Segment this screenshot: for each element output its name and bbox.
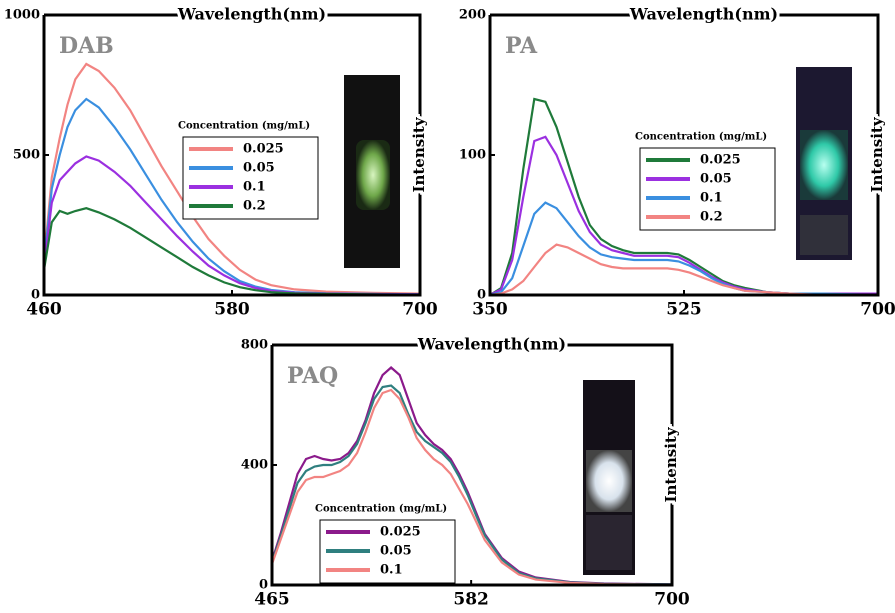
chart: 0 100 200 350 525 700 Wavelength(nm) Intensity P… <box>459 2 895 320</box>
x-tick-label: 700 <box>402 300 438 320</box>
legend-label: 0.025 <box>380 525 421 540</box>
data-line <box>489 97 878 296</box>
x-tick-label: 700 <box>860 300 895 320</box>
panel-title: DAB <box>59 33 114 59</box>
legend-title: Concentration (mg/mL) <box>635 132 767 143</box>
y-tick-label: 0 <box>259 578 268 593</box>
y-axis-label: Intensity <box>662 426 680 502</box>
x-axis-label: Wavelength(nm) <box>629 5 778 24</box>
x-axis-label: Wavelength(nm) <box>417 335 566 354</box>
x-tick-label: 700 <box>654 590 690 610</box>
vial-photo <box>796 67 852 260</box>
legend-label: 0.025 <box>243 142 284 157</box>
y-tick-label: 800 <box>241 338 268 353</box>
y-tick-label: 200 <box>459 8 486 23</box>
x-tick-label: 582 <box>453 590 489 610</box>
y-tick-label: 0 <box>477 288 486 303</box>
data-line <box>489 135 878 296</box>
legend-label: 0.1 <box>380 563 403 578</box>
y-tick-label: 500 <box>13 148 40 163</box>
legend-label: 0.05 <box>700 172 732 187</box>
legend-label: 0.1 <box>700 191 723 206</box>
x-axis-label: Wavelength(nm) <box>177 5 326 24</box>
legend-label: 0.05 <box>380 544 412 559</box>
y-axis-label: Intensity <box>410 116 428 192</box>
panel-title: PAQ <box>287 363 338 389</box>
x-tick-label: 525 <box>666 300 702 320</box>
y-tick-label: 400 <box>241 458 268 473</box>
chart: 0 500 1000 460 580 700 Wavelength(nm) Intensity… <box>4 2 438 320</box>
x-tick-label: 350 <box>472 300 508 320</box>
vial-photo <box>344 75 400 268</box>
legend-title: Concentration (mg/mL) <box>178 121 310 132</box>
x-tick-label: 460 <box>26 300 62 320</box>
data-line <box>270 384 673 586</box>
data-line <box>270 388 673 586</box>
data-line <box>489 243 878 297</box>
legend-label: 0.2 <box>243 199 266 214</box>
y-tick-label: 100 <box>459 148 486 163</box>
legend-label: 0.1 <box>243 180 266 195</box>
x-tick-label: 580 <box>214 300 250 320</box>
data-line <box>42 62 421 295</box>
legend-label: 0.2 <box>700 210 723 225</box>
panel-title: PA <box>505 33 538 59</box>
y-axis-label: Intensity <box>868 116 886 192</box>
legend-title: Concentration (mg/mL) <box>315 504 447 515</box>
vial-photo <box>583 380 635 575</box>
y-tick-label: 0 <box>31 288 40 303</box>
y-tick-label: 1000 <box>4 8 40 23</box>
x-tick-label: 465 <box>254 590 290 610</box>
legend-label: 0.025 <box>700 153 741 168</box>
legend-label: 0.05 <box>243 161 275 176</box>
chart: 0 400 800 465 582 700 Wavelength(nm) Intensity P… <box>241 332 690 610</box>
data-line <box>42 207 421 296</box>
